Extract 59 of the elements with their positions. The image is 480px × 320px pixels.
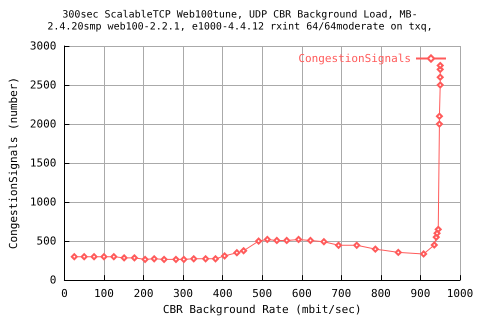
point — [434, 226, 442, 233]
x-tick-label: 800 — [370, 287, 391, 300]
point — [353, 242, 360, 249]
point — [160, 256, 168, 263]
x-tick-label: 200 — [134, 287, 154, 300]
x-tick-label: 100 — [94, 287, 114, 300]
y-tick-label: 3000 — [30, 40, 56, 52]
y-tick-label: 500 — [36, 234, 56, 248]
x-tick-label: 0 — [61, 287, 68, 300]
point — [80, 253, 88, 260]
point — [372, 246, 379, 253]
point — [233, 249, 240, 256]
point — [436, 62, 444, 70]
point — [90, 253, 98, 260]
point — [335, 242, 342, 249]
point — [150, 255, 158, 262]
point — [142, 256, 149, 263]
y-tick-label: 2500 — [30, 78, 56, 92]
point — [202, 255, 210, 262]
x-tick-label: 1000 — [446, 287, 474, 300]
point — [320, 238, 328, 246]
point — [100, 253, 108, 260]
point — [436, 82, 444, 89]
y-tick-label: 0 — [50, 274, 56, 287]
point — [436, 112, 443, 120]
point — [306, 236, 314, 244]
point — [221, 252, 228, 260]
point — [273, 236, 280, 244]
y-axis-title: CongestionSignals (number) — [7, 76, 20, 250]
point — [430, 241, 438, 248]
point — [420, 250, 428, 258]
point — [283, 236, 290, 244]
x-axis-title: CBR Background Rate (mbit/sec) — [162, 303, 362, 316]
x-tick-label: 700 — [331, 287, 352, 300]
x-tick-label: 600 — [292, 287, 312, 300]
chart-title: 300sec ScalableTCP Web100tune, UDP CBR Background Load, MB- 2.4.20smp web100-2.2.1, e1000-4.4.12 rxint 64/64moderate on txq, — [47, 10, 433, 32]
x-tick-label: 900 — [410, 287, 430, 300]
point — [172, 256, 180, 263]
point — [130, 254, 138, 262]
point — [436, 120, 443, 128]
point — [255, 238, 262, 245]
point — [190, 255, 198, 262]
point — [110, 253, 118, 260]
point — [70, 253, 78, 260]
point — [180, 256, 188, 263]
y-tick-label: 2000 — [30, 118, 56, 131]
point — [264, 236, 271, 243]
y-tick-label: 1000 — [30, 196, 56, 209]
point — [394, 248, 402, 256]
x-tick-label: 400 — [212, 287, 233, 300]
y-tick-label: 1500 — [30, 156, 56, 170]
point — [436, 74, 444, 81]
legend-label: CongestionSignals — [298, 52, 411, 65]
point — [240, 247, 248, 254]
x-tick-label: 300 — [173, 287, 194, 300]
point — [295, 236, 302, 243]
x-tick-label: 500 — [252, 287, 272, 300]
point — [212, 255, 220, 262]
point — [120, 254, 128, 262]
